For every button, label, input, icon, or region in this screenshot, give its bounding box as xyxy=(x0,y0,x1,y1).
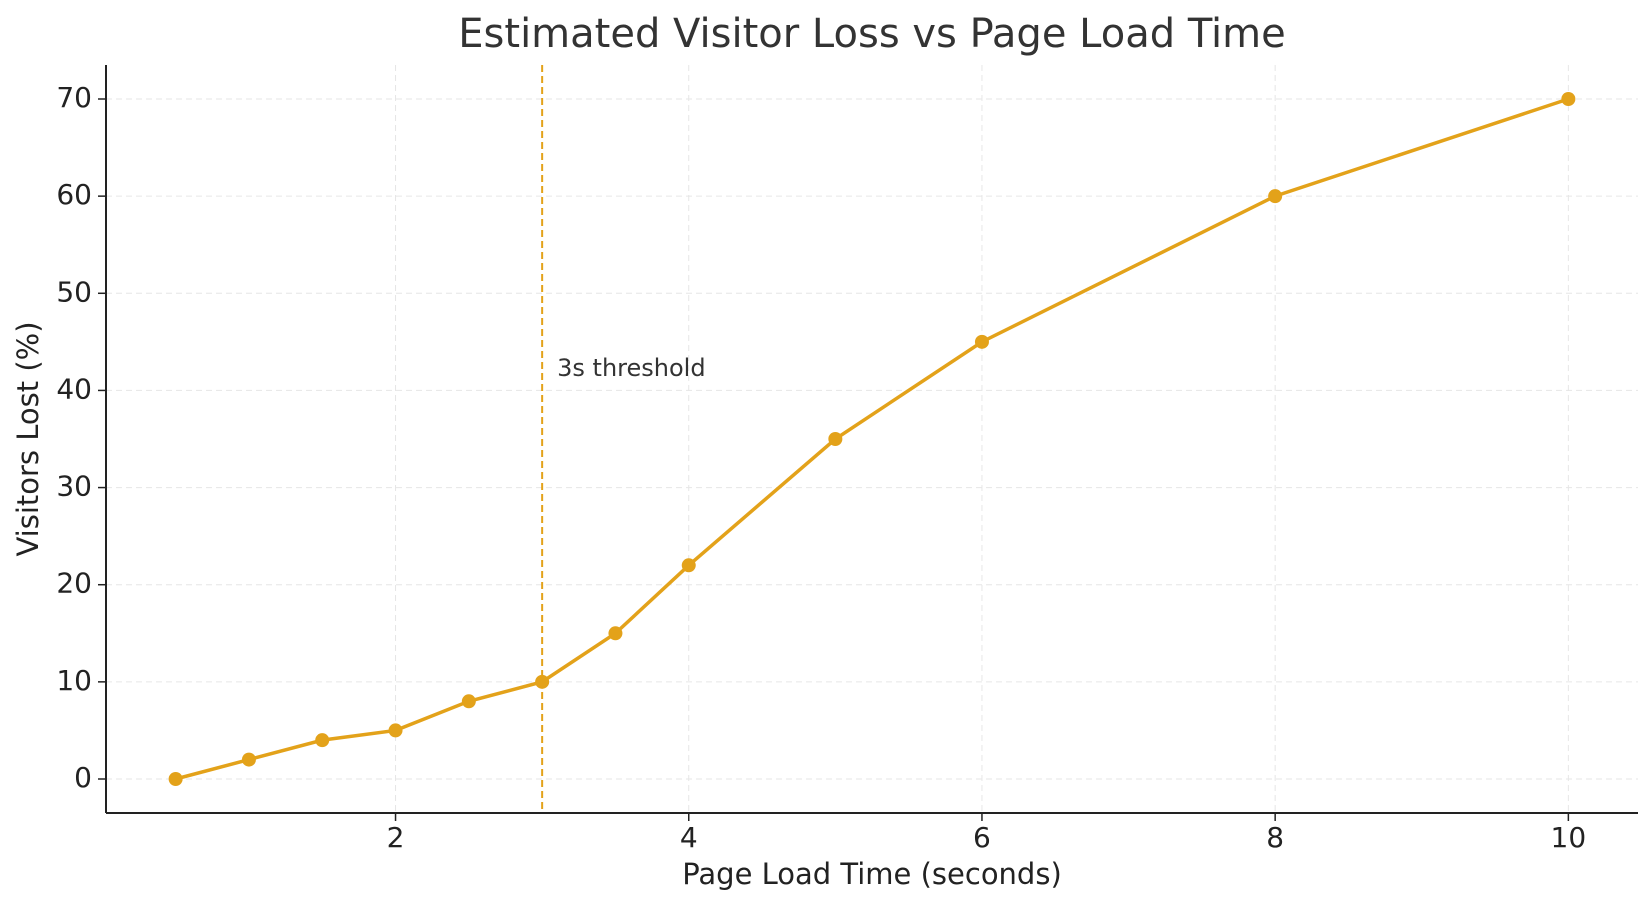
data-point xyxy=(1268,189,1283,204)
data-point xyxy=(1561,92,1576,106)
x-axis-label: Page Load Time (seconds) xyxy=(682,857,1062,891)
data-point xyxy=(461,694,476,709)
data-point xyxy=(388,723,403,738)
y-tick-label: 60 xyxy=(56,178,92,211)
y-tick-label: 40 xyxy=(56,372,92,405)
y-tick-label: 30 xyxy=(56,470,92,503)
threshold-label: 3s threshold xyxy=(557,354,705,382)
data-point xyxy=(535,674,550,689)
data-point xyxy=(608,626,623,641)
y-axis-label: Visitors Lost (%) xyxy=(11,321,45,556)
y-tick-label: 20 xyxy=(56,567,92,600)
x-tick-label: 10 xyxy=(1551,821,1587,854)
x-tick-label: 8 xyxy=(1266,821,1284,854)
y-tick-label: 10 xyxy=(56,664,92,697)
data-point xyxy=(974,334,989,349)
data-point xyxy=(241,752,256,767)
x-tick-label: 4 xyxy=(680,821,698,854)
y-tick-label: 50 xyxy=(56,275,92,308)
data-point xyxy=(681,558,696,573)
x-tick-label: 2 xyxy=(387,821,405,854)
y-tick-label: 0 xyxy=(74,761,92,794)
y-tick-label: 70 xyxy=(56,81,92,114)
data-point xyxy=(828,432,843,446)
x-tick-label: 6 xyxy=(973,821,991,854)
data-point xyxy=(315,733,330,748)
data-line xyxy=(175,97,1569,781)
chart-title: Estimated Visitor Loss vs Page Load Time xyxy=(458,11,1285,57)
data-point xyxy=(168,772,183,786)
